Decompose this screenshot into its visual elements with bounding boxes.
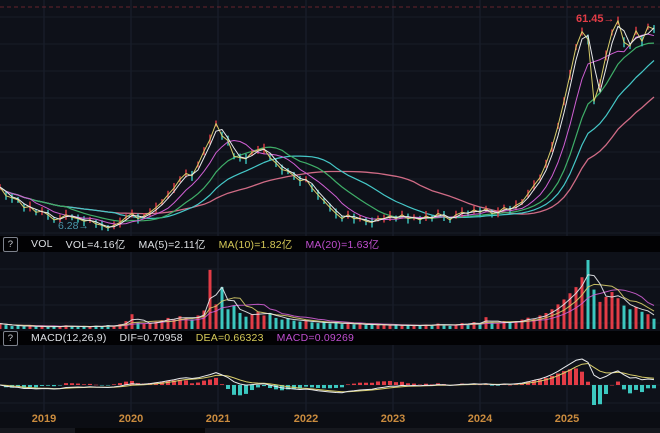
volume-ma20-value: MA(20)=1.63亿 [305,238,380,251]
x-axis-year-label: 2021 [205,413,231,425]
x-axis-year-label: 2019 [31,413,57,425]
macd-indicator-name: MACD(12,26,9) [31,332,107,344]
time-axis: 2019 2020 2021 2022 2023 2024 2025 [0,412,660,428]
x-axis-year-label: 2023 [380,413,406,425]
period-high-label: 61.45→ [576,13,615,25]
x-axis-year-label: 2024 [467,413,493,425]
macd-dea-value: DEA=0.66323 [195,332,264,344]
volume-ma5-value: MA(5)=2.11亿 [138,238,206,251]
volume-indicator-name: VOL [31,238,53,250]
macd-dif-value: DIF=0.70958 [119,332,183,344]
x-axis-year-label: 2025 [554,413,580,425]
time-scrollbar-thumb[interactable] [75,428,205,433]
volume-legend-row: ? VOL VOL=4.16亿 MA(5)=2.11亿 MA(10)=1.82亿… [0,236,660,252]
macd-hist-value: MACD=0.09269 [276,332,355,344]
volume-ma10-value: MA(10)=1.82亿 [218,238,293,251]
volume-current-value: VOL=4.16亿 [65,238,126,251]
x-axis-year-label: 2020 [118,413,144,425]
period-low-label: 6.28→ [58,220,89,232]
macd-legend-row: ? MACD(12,26,9) DIF=0.70958 DEA=0.66323 … [0,330,660,346]
volume-help-icon[interactable]: ? [3,236,18,252]
macd-chart-panel[interactable] [0,345,660,412]
price-chart-panel[interactable] [0,0,660,236]
volume-chart-panel[interactable] [0,252,660,331]
macd-help-icon[interactable]: ? [3,330,18,346]
time-scrollbar[interactable] [0,428,660,433]
x-axis-year-label: 2022 [293,413,319,425]
